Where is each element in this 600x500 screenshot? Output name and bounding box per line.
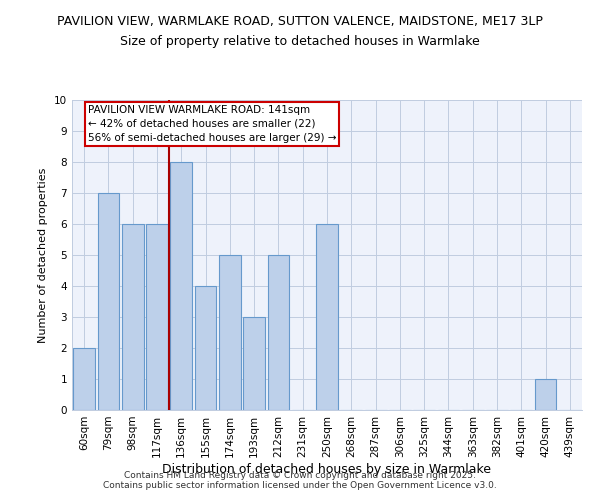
Text: PAVILION VIEW, WARMLAKE ROAD, SUTTON VALENCE, MAIDSTONE, ME17 3LP: PAVILION VIEW, WARMLAKE ROAD, SUTTON VAL… [57, 15, 543, 28]
Bar [73, 348, 95, 410]
Bar [146, 224, 168, 410]
Bar [219, 255, 241, 410]
Text: Size of property relative to detached houses in Warmlake: Size of property relative to detached ho… [120, 35, 480, 48]
Bar [170, 162, 192, 410]
Bar [122, 224, 143, 410]
Bar [316, 224, 338, 410]
X-axis label: Distribution of detached houses by size in Warmlake: Distribution of detached houses by size … [163, 462, 491, 475]
Text: Contains HM Land Registry data © Crown copyright and database right 2025.
Contai: Contains HM Land Registry data © Crown c… [103, 470, 497, 490]
Bar [243, 317, 265, 410]
Bar [194, 286, 217, 410]
Bar [97, 193, 119, 410]
Text: PAVILION VIEW WARMLAKE ROAD: 141sqm
← 42% of detached houses are smaller (22)
56: PAVILION VIEW WARMLAKE ROAD: 141sqm ← 42… [88, 104, 336, 142]
Bar [268, 255, 289, 410]
Y-axis label: Number of detached properties: Number of detached properties [38, 168, 49, 342]
Bar [535, 379, 556, 410]
